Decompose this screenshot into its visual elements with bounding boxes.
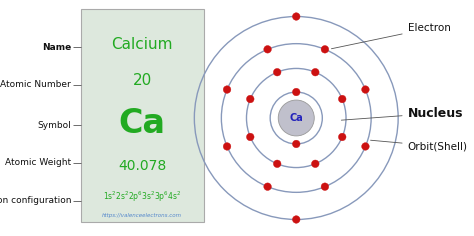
Text: Ca: Ca [289, 113, 303, 123]
Ellipse shape [338, 133, 346, 141]
Ellipse shape [246, 95, 254, 103]
Text: Ca: Ca [118, 107, 166, 140]
Bar [81, 9, 204, 222]
Ellipse shape [311, 68, 319, 76]
Ellipse shape [321, 46, 328, 53]
Ellipse shape [292, 88, 300, 96]
Text: Nucleus: Nucleus [341, 107, 463, 120]
Text: 1s$^2$2s$^2$2p$^6$3s$^2$3p$^6$4s$^2$: 1s$^2$2s$^2$2p$^6$3s$^2$3p$^6$4s$^2$ [103, 190, 182, 204]
Ellipse shape [292, 216, 300, 223]
Text: Name: Name [42, 43, 71, 52]
Ellipse shape [292, 140, 300, 148]
Ellipse shape [223, 86, 231, 93]
Text: Atomic Number: Atomic Number [0, 80, 71, 89]
Ellipse shape [246, 133, 254, 141]
Ellipse shape [292, 13, 300, 20]
Text: Electron: Electron [331, 23, 450, 49]
Text: Orbit(Shell): Orbit(Shell) [371, 140, 468, 151]
Text: https://valenceelectrons.com: https://valenceelectrons.com [102, 213, 182, 219]
Text: 20: 20 [133, 73, 152, 88]
Ellipse shape [278, 100, 314, 136]
Ellipse shape [362, 143, 369, 150]
Ellipse shape [362, 86, 369, 93]
Ellipse shape [321, 183, 328, 190]
Text: Calcium: Calcium [111, 37, 173, 52]
Ellipse shape [264, 183, 272, 190]
Ellipse shape [338, 95, 346, 103]
Ellipse shape [273, 68, 281, 76]
Ellipse shape [311, 160, 319, 168]
Text: Electron configuration: Electron configuration [0, 196, 71, 205]
Ellipse shape [264, 46, 272, 53]
Text: 40.078: 40.078 [118, 159, 166, 173]
Text: Atomic Weight: Atomic Weight [5, 158, 71, 167]
Text: Symbol: Symbol [37, 121, 71, 130]
Ellipse shape [273, 160, 281, 168]
Ellipse shape [223, 143, 231, 150]
